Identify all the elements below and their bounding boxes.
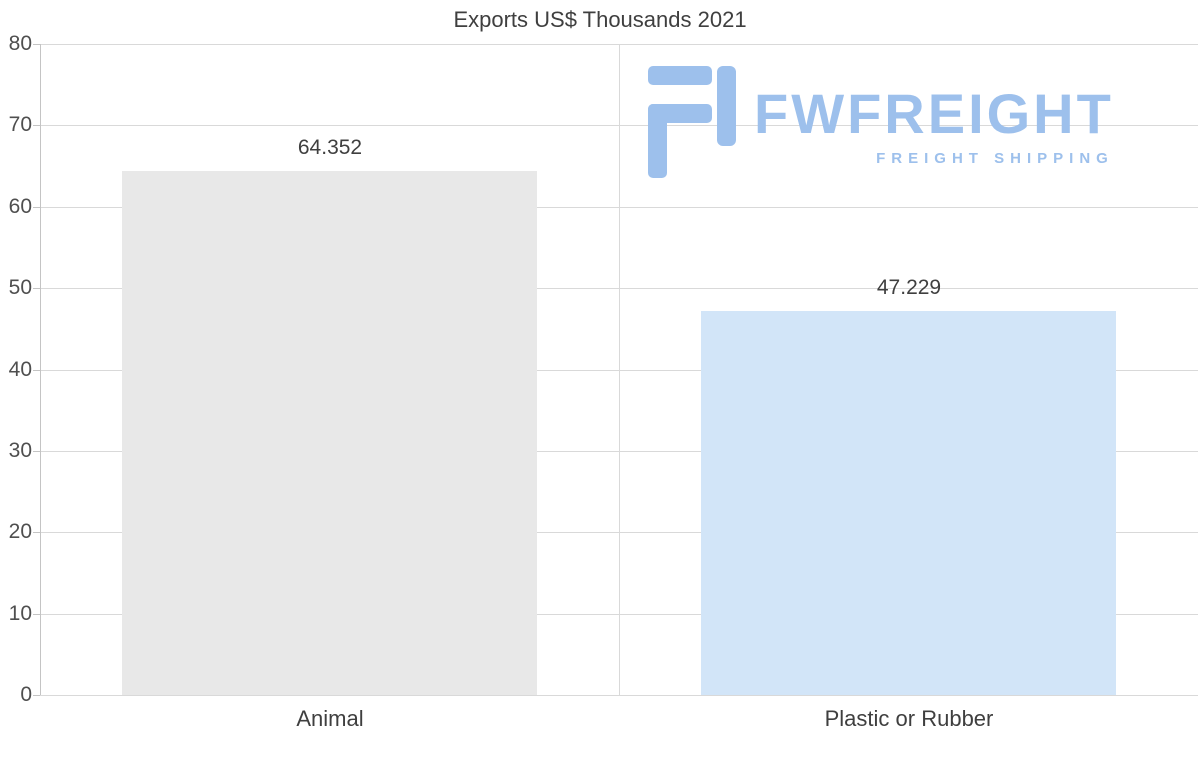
bar-value-label: 64.352 <box>297 136 363 159</box>
y-axis-tick <box>33 207 40 208</box>
gridline <box>40 695 1198 696</box>
bar-animal <box>122 171 537 695</box>
logo-text-block: FWFREIGHT FREIGHT SHIPPING <box>754 82 1114 168</box>
x-axis-label: Animal <box>296 706 364 731</box>
y-axis-tick <box>33 125 40 126</box>
y-tick-label: 0 <box>20 683 32 706</box>
watermark-logo: FWFREIGHT FREIGHT SHIPPING <box>648 66 1114 178</box>
y-axis-tick <box>33 288 40 289</box>
y-axis-tick <box>33 44 40 45</box>
y-tick-label: 30 <box>8 439 32 462</box>
y-axis-tick <box>33 614 40 615</box>
y-axis-tick <box>33 370 40 371</box>
fwfreight-logo-icon <box>648 66 736 178</box>
bar-value-label: 47.229 <box>876 276 942 299</box>
y-tick-label: 70 <box>8 113 32 136</box>
logo-brand-text: FWFREIGHT <box>754 82 1114 145</box>
y-axis-line <box>40 44 41 695</box>
x-axis-label: Plastic or Rubber <box>824 706 994 731</box>
y-axis-tick <box>33 695 40 696</box>
y-axis-tick <box>33 532 40 533</box>
y-tick-label: 40 <box>8 358 32 381</box>
y-tick-label: 80 <box>8 32 32 55</box>
y-axis-tick <box>33 451 40 452</box>
y-tick-label: 20 <box>8 520 32 543</box>
logo-tagline-text: FREIGHT SHIPPING <box>876 150 1114 167</box>
vertical-gridline <box>619 44 620 695</box>
y-tick-label: 50 <box>8 276 32 299</box>
y-tick-label: 10 <box>8 602 32 625</box>
y-tick-label: 60 <box>8 195 32 218</box>
chart-title: Exports US$ Thousands 2021 <box>453 7 747 32</box>
bar-plastic-or-rubber <box>701 311 1116 695</box>
